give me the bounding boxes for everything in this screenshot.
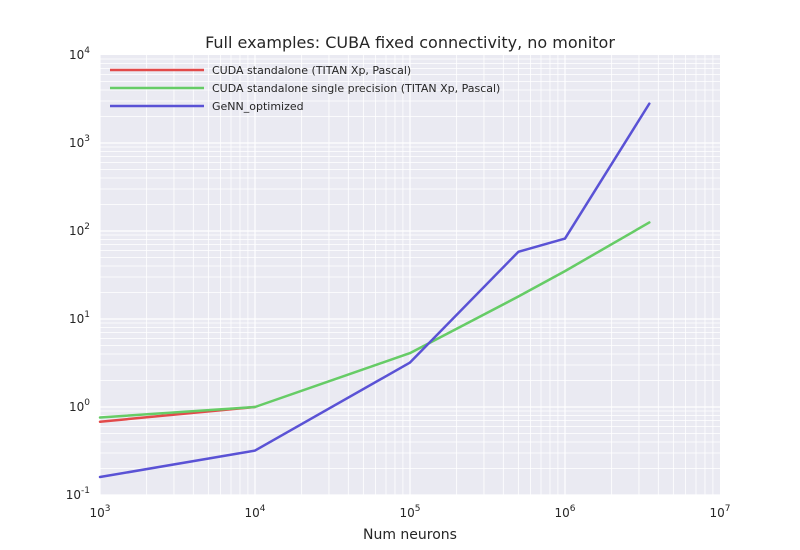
series-layer [98,102,651,479]
grid [99,55,720,496]
y-tick-label: 104 [69,46,90,62]
series-line-3 [98,102,651,479]
legend-entry: CUDA standalone single precision (TITAN … [212,82,500,95]
x-tick-label: 107 [709,504,730,520]
legend-entry: CUDA standalone (TITAN Xp, Pascal) [212,64,411,77]
y-tick-label: 10-1 [66,486,90,502]
x-axis-label: Num neurons [363,527,457,543]
x-tick-label: 104 [244,504,265,520]
y-tick-label: 102 [69,222,90,238]
x-tick-label: 106 [554,504,575,520]
y-tick-label: 101 [69,310,90,326]
y-tick-label: 100 [69,398,90,414]
x-tick-label: 103 [89,504,110,520]
y-tick-label: 103 [69,134,90,150]
legend: CUDA standalone (TITAN Xp, Pascal) CUDA s… [110,64,500,113]
x-tick-label: 105 [399,504,420,520]
series-line-2 [98,221,651,419]
tick-labels: 103 104 105 106 107 10-1 100 101 102 103 104 [66,46,731,520]
legend-entry: GeNN_optimized [212,100,304,113]
chart-title: Full examples: CUBA fixed connectivity, … [205,33,615,52]
